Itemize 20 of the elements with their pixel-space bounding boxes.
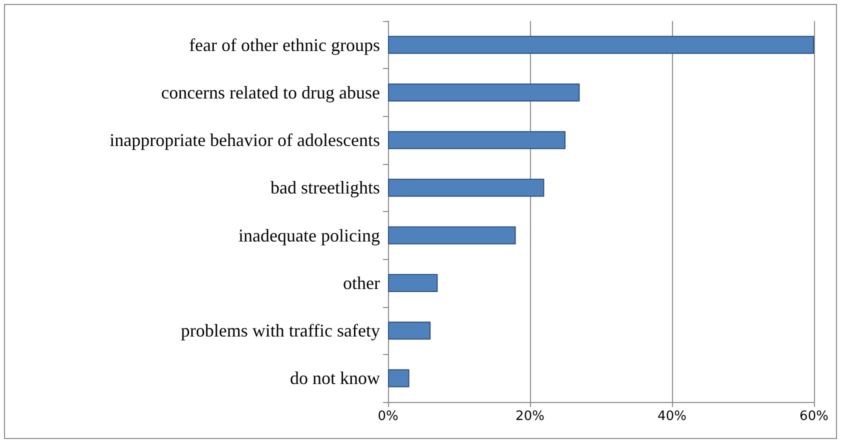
y-tick-label: other [343, 272, 380, 293]
y-tick-label: problems with traffic safety [180, 320, 380, 341]
bar [388, 322, 431, 340]
bar [388, 83, 580, 102]
y-tick-label: inadequate policing [238, 225, 380, 246]
y-tick-label: bad streetlights [270, 178, 380, 198]
x-tick-label: 20% [516, 409, 544, 424]
x-tick-label: 40% [658, 409, 686, 424]
y-tick-label: inappropriate behavior of adolescents [110, 130, 380, 150]
bar [388, 36, 814, 54]
bar [388, 369, 410, 388]
y-tick-label: concerns related to drug abuse [161, 82, 380, 102]
bar [388, 178, 544, 197]
x-tick-label: 60% [800, 409, 828, 424]
y-tick-label: fear of other ethnic groups [189, 34, 380, 55]
bar [388, 226, 516, 244]
y-tick-label: do not know [290, 368, 380, 388]
x-tick-label: 0% [378, 409, 398, 424]
bar [388, 131, 566, 150]
bar [388, 274, 438, 292]
